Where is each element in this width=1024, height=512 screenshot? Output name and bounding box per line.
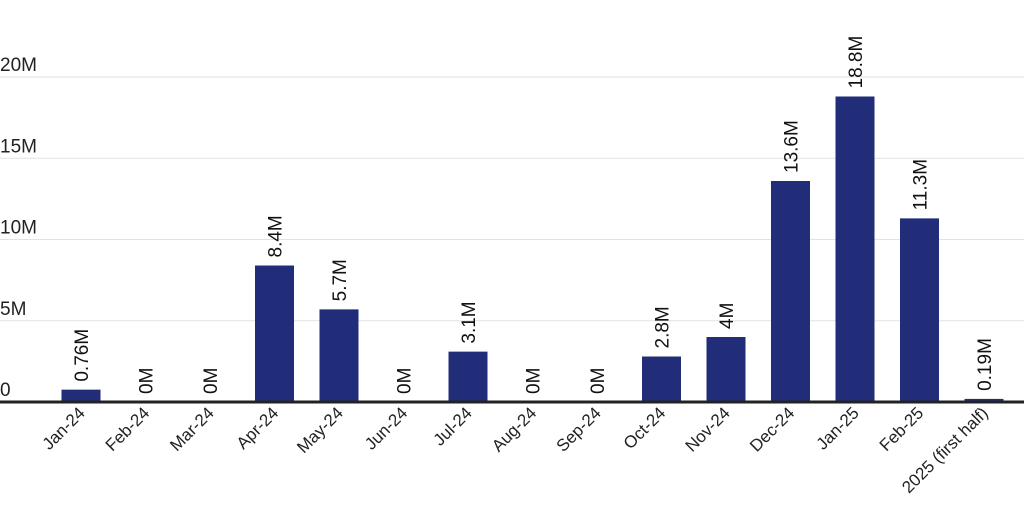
bar bbox=[900, 218, 939, 402]
data-label: 0M bbox=[588, 368, 609, 394]
x-tick-label: May-24 bbox=[293, 403, 347, 457]
bar bbox=[964, 398, 1004, 402]
data-label: 0M bbox=[524, 368, 545, 394]
data-label: 0M bbox=[201, 368, 222, 394]
x-tick-label: Apr-24 bbox=[233, 403, 283, 453]
y-tick-label: 5M bbox=[0, 299, 26, 320]
data-label: 11.3M bbox=[911, 159, 932, 210]
data-label: 13.6M bbox=[782, 120, 803, 173]
bar bbox=[835, 96, 875, 402]
data-label: 2.8M bbox=[653, 306, 674, 348]
x-tick-label: Jan-24 bbox=[39, 403, 89, 453]
bar bbox=[255, 265, 294, 402]
data-label: 0.19M bbox=[975, 338, 996, 391]
bar bbox=[319, 309, 359, 402]
bar bbox=[771, 181, 810, 402]
data-label: 3.1M bbox=[459, 301, 480, 343]
data-label: 5.7M bbox=[330, 259, 351, 301]
x-axis-tick-labels: Jan-24 Feb-24 Mar-24 Apr-24 May-24 Jun-24 Jul-… bbox=[39, 403, 992, 497]
y-tick-label: 10M bbox=[0, 218, 37, 239]
x-tick-label: Jan-25 bbox=[813, 403, 863, 453]
x-tick-label: Aug-24 bbox=[488, 403, 540, 455]
data-label: 0M bbox=[137, 368, 158, 394]
y-tick-label: 15M bbox=[0, 136, 37, 157]
y-axis-tick-labels: 0 5M 10M 15M 20M bbox=[0, 55, 37, 401]
data-label: 18.8M bbox=[846, 36, 867, 89]
x-tick-label: Oct-24 bbox=[620, 403, 670, 453]
data-labels: 0.76M 0M 0M 8.4M 5.7M 0M 3.1M 0M 0M 2.8M 4M 13.6M 18… bbox=[72, 36, 996, 394]
x-tick-label: Sep-24 bbox=[553, 403, 605, 455]
data-label: 4M bbox=[717, 303, 738, 329]
bar bbox=[706, 337, 746, 402]
x-tick-label: Jul-24 bbox=[430, 403, 476, 449]
x-tick-label: Mar-24 bbox=[166, 403, 218, 455]
y-tick-label: 0 bbox=[0, 380, 11, 401]
x-tick-label: Dec-24 bbox=[746, 403, 798, 455]
bar bbox=[448, 351, 488, 402]
data-label: 8.4M bbox=[266, 215, 287, 257]
x-tick-label: Jun-24 bbox=[361, 403, 411, 453]
data-label: 0M bbox=[395, 368, 416, 394]
x-tick-label: Nov-24 bbox=[682, 403, 734, 455]
y-tick-label: 20M bbox=[0, 55, 37, 76]
x-tick-label: Feb-24 bbox=[102, 403, 154, 455]
bar bbox=[642, 356, 681, 402]
bar bbox=[61, 389, 101, 402]
x-tick-label: Feb-25 bbox=[876, 403, 928, 455]
data-label: 0.76M bbox=[72, 329, 93, 382]
bars bbox=[61, 96, 1004, 402]
